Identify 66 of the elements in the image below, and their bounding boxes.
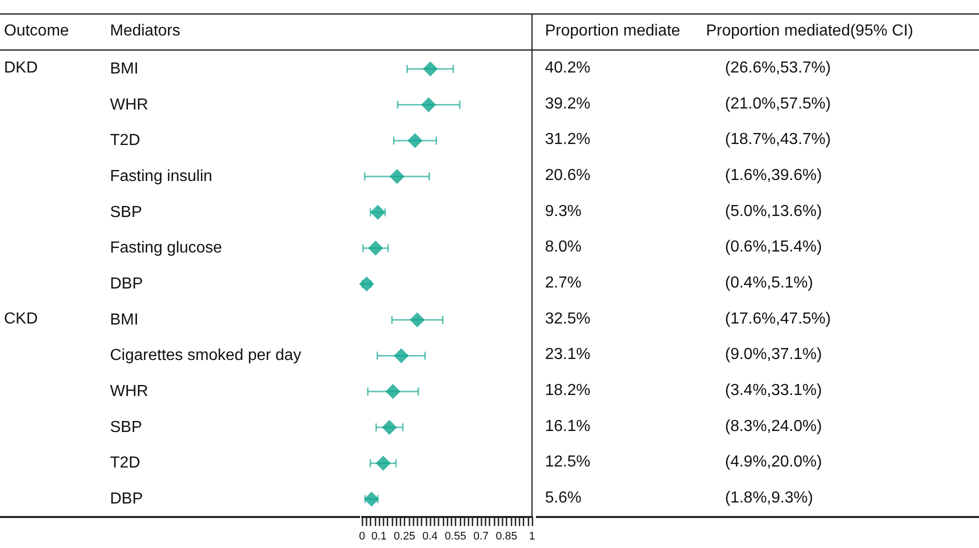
x-tick-label: 0.55 (444, 530, 466, 542)
text: DKD (4, 59, 38, 76)
text: 16.1% (545, 418, 590, 435)
text: 12.5% (545, 454, 590, 471)
x-tick-label: 0.7 (473, 530, 489, 542)
x-tick-label: 0.1 (371, 530, 387, 542)
text: 32.5% (545, 310, 590, 328)
text: 39.2% (545, 95, 590, 112)
text: 8.0% (545, 238, 582, 256)
y-tick-label: WHR (110, 383, 148, 400)
text: (21.0%,57.5%) (725, 95, 831, 112)
text: (5.0%,13.6%) (725, 202, 822, 220)
y-tick-label: Fasting glucose (110, 240, 222, 257)
text: (18.7%,43.7%) (725, 131, 831, 148)
point (364, 492, 380, 507)
text: (4.9%,20.0%) (725, 454, 822, 471)
y-tick-label: SBP (110, 204, 142, 221)
text: (26.6%,53.7%) (725, 59, 831, 76)
y-tick-label: Fasting insulin (110, 168, 212, 185)
point (421, 97, 436, 112)
y-tick-label: BMI (110, 311, 138, 328)
y-tick-label: SBP (110, 418, 142, 436)
text: (8.3%,24.0%) (725, 418, 822, 435)
text: (0.4%,5.1%) (725, 274, 814, 292)
point (408, 133, 423, 148)
y-tick-label: DBP (110, 490, 143, 508)
point (385, 384, 400, 400)
y-tick-label: BMI (110, 60, 138, 78)
text: Proportion mediate (545, 22, 680, 40)
x-tick-label: 0.4 (422, 530, 438, 542)
text: 18.2% (545, 382, 590, 400)
point (370, 204, 386, 220)
text: 23.1% (545, 346, 590, 364)
text: 40.2% (545, 59, 590, 76)
text: Outcome (4, 22, 70, 40)
x-tick-label: 0 (358, 530, 366, 542)
text: (0.6%,15.4%) (725, 238, 822, 256)
text: 31.2% (545, 131, 590, 148)
text: (1.8%,9.3%) (725, 490, 814, 507)
y-tick-label: DBP (110, 276, 143, 292)
text: (17.6%,47.5%) (725, 310, 831, 328)
text: (3.4%,33.1%) (725, 382, 822, 400)
x-tick-label: 1 (528, 530, 536, 542)
text: Mediators (110, 22, 180, 40)
point (359, 276, 374, 292)
point (382, 420, 397, 435)
text: Proportion mediated(95% CI) (706, 22, 914, 40)
text: CKD (4, 310, 38, 328)
y-tick-label: T2D (110, 454, 140, 472)
text: (9.0%,37.1%) (725, 346, 822, 364)
point (390, 168, 405, 184)
y-tick-label: WHR (110, 96, 148, 114)
text: 9.3% (545, 202, 582, 220)
text: 5.6% (545, 490, 582, 507)
text: 20.6% (545, 166, 590, 184)
text: (1.6%,39.6%) (725, 166, 822, 184)
point (422, 61, 438, 76)
point (376, 456, 391, 471)
y-tick-label: T2D (110, 132, 140, 150)
y-tick-label: Cigarettes smoked per day (110, 347, 302, 364)
x-tick-label: 0.85 (496, 530, 518, 542)
point (394, 348, 409, 364)
point (368, 240, 384, 256)
text: 2.7% (545, 274, 582, 292)
x-tick-label: 0.25 (394, 530, 416, 542)
point (410, 312, 425, 328)
